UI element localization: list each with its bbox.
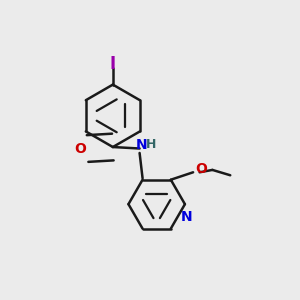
Text: O: O (74, 142, 86, 155)
Text: O: O (195, 162, 207, 176)
Text: N: N (180, 209, 192, 224)
Text: I: I (110, 55, 116, 73)
Text: H: H (146, 138, 156, 152)
Text: N: N (136, 138, 148, 152)
